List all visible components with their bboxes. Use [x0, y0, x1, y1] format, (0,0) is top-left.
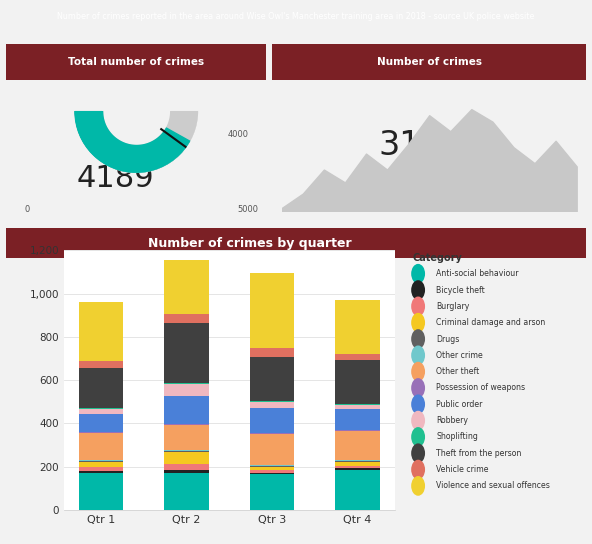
Circle shape [411, 296, 425, 316]
Text: 4000: 4000 [227, 130, 248, 139]
Bar [250, 470, 294, 473]
Bar [79, 461, 123, 462]
Bar [250, 401, 294, 402]
Bar [165, 396, 209, 424]
Bar [79, 462, 123, 467]
Bar [250, 466, 294, 467]
Bar [79, 433, 123, 460]
Bar [6, 44, 266, 80]
Circle shape [411, 443, 425, 463]
Bar [250, 434, 294, 465]
Text: Number of crimes: Number of crimes [377, 57, 482, 67]
Bar [165, 323, 209, 383]
Bar [335, 404, 379, 405]
Bar [165, 260, 209, 313]
Text: Violence and sexual offences: Violence and sexual offences [436, 481, 550, 490]
Bar [165, 383, 209, 384]
Text: Criminal damage and arson: Criminal damage and arson [436, 318, 546, 327]
Bar [165, 384, 209, 396]
Circle shape [411, 313, 425, 332]
Text: Burglary: Burglary [436, 302, 469, 311]
Bar [250, 465, 294, 466]
Text: Total number of crimes: Total number of crimes [68, 57, 204, 67]
Bar [79, 408, 123, 409]
Bar [250, 474, 294, 510]
Bar [165, 313, 209, 323]
Text: 4189: 4189 [76, 164, 154, 193]
Text: Number of crimes by quarter: Number of crimes by quarter [148, 237, 352, 250]
Bar [165, 450, 209, 451]
Bar [165, 470, 209, 473]
Bar [6, 228, 586, 257]
Bar [335, 354, 379, 360]
Bar [79, 432, 123, 433]
Bar [335, 300, 379, 354]
Circle shape [411, 280, 425, 300]
Bar [335, 460, 379, 461]
Bar [250, 357, 294, 401]
Circle shape [411, 378, 425, 398]
Bar [79, 302, 123, 361]
Bar [79, 409, 123, 414]
Text: Theft from the person: Theft from the person [436, 449, 522, 458]
Text: Other theft: Other theft [436, 367, 480, 376]
Text: Possession of weapons: Possession of weapons [436, 384, 526, 392]
Bar [250, 273, 294, 348]
Bar [79, 467, 123, 471]
Circle shape [411, 329, 425, 349]
Bar [335, 360, 379, 404]
Bar [250, 467, 294, 470]
Bar [335, 405, 379, 409]
Bar [79, 368, 123, 408]
Bar [79, 361, 123, 368]
Bar [250, 433, 294, 434]
Circle shape [411, 264, 425, 283]
Bar [165, 451, 209, 452]
Bar [165, 425, 209, 450]
Bar [250, 408, 294, 433]
Text: Vehicle crime: Vehicle crime [436, 465, 489, 474]
Bar [335, 409, 379, 430]
Text: Public order: Public order [436, 400, 482, 409]
Circle shape [411, 460, 425, 479]
Circle shape [411, 476, 425, 496]
Circle shape [411, 411, 425, 430]
Text: Number of crimes reported in the area around Wise Owl's Manchester training area: Number of crimes reported in the area ar… [57, 12, 535, 21]
Circle shape [411, 394, 425, 414]
Bar [165, 464, 209, 470]
Text: Anti-social behaviour: Anti-social behaviour [436, 269, 519, 278]
Text: Shoplifting: Shoplifting [436, 432, 478, 441]
Text: Drugs: Drugs [436, 335, 460, 343]
Circle shape [411, 345, 425, 365]
Bar [250, 473, 294, 474]
Bar [250, 402, 294, 408]
Bar [335, 430, 379, 431]
Bar [335, 431, 379, 460]
Text: Robbery: Robbery [436, 416, 468, 425]
Bar [335, 466, 379, 468]
Bar [335, 461, 379, 462]
Text: 319: 319 [378, 129, 442, 162]
Bar [79, 460, 123, 461]
Circle shape [411, 427, 425, 447]
Circle shape [411, 362, 425, 381]
Bar [165, 473, 209, 510]
Text: 0: 0 [24, 205, 30, 214]
Bar [165, 452, 209, 464]
Bar [335, 470, 379, 510]
Text: 5000: 5000 [237, 205, 259, 214]
Bar [250, 348, 294, 357]
Bar [335, 462, 379, 466]
Bar [79, 471, 123, 473]
Bar [165, 424, 209, 425]
Bar [335, 468, 379, 470]
Text: Other crime: Other crime [436, 351, 483, 360]
Bar [79, 414, 123, 432]
Text: Bicycle theft: Bicycle theft [436, 286, 485, 294]
Text: Category: Category [413, 253, 462, 263]
Bar [272, 44, 586, 80]
Bar [79, 473, 123, 510]
